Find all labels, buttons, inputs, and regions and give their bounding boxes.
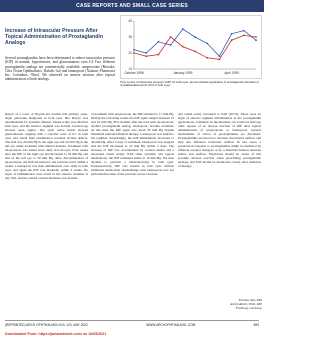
data-point: [242, 29, 245, 32]
data-point: [169, 36, 172, 38]
data-point: [255, 36, 257, 38]
journal-url: WWW.ARCHOPHTHALMOL.COM: [146, 323, 196, 327]
page-number: 699: [253, 323, 259, 327]
location: Freiburg, Germany: [235, 306, 262, 311]
article-title: Increase of Intraocular Pressure After T…: [5, 28, 103, 47]
body-column: Report of a Case. A 58-year-old woman ha…: [5, 112, 88, 180]
journal-info: (REPRINTED) ARCH OPHTHALMOL/VOL 120, MAY…: [5, 323, 88, 327]
data-point: [181, 45, 184, 48]
data-point: [145, 55, 148, 58]
data-point: [157, 53, 160, 56]
x-tick-label: January 1999: [173, 71, 193, 75]
page-footer: (REPRINTED) ARCH OPHTHALMOL/VOL 120, MAY…: [5, 320, 259, 327]
signature: Thomas Yeo, MD Armin Reich, PhD, MD Frei…: [204, 298, 262, 311]
y-tick-label: 10: [128, 67, 132, 71]
data-point: [157, 40, 160, 43]
y-tick-label: 30: [128, 35, 132, 39]
download-note: Downloaded From: https://jamanetwork.com…: [5, 332, 107, 336]
data-point: [255, 39, 257, 42]
author: Thomas Yeo, MD: [238, 298, 262, 302]
x-tick-label: October 1998: [124, 71, 144, 75]
data-point: [194, 36, 196, 38]
data-point: [206, 42, 209, 45]
section-header: CASE REPORTS AND SMALL CASE SERIES: [0, 0, 264, 12]
data-point: [169, 44, 172, 46]
body-column: of treatment with unoprostone, the IOP r…: [91, 112, 174, 176]
data-point: [242, 34, 245, 37]
data-point: [230, 39, 233, 42]
data-point: [133, 48, 135, 51]
figure-chart: 10 20 30 40 October 1998 January 1999 April 19…: [120, 15, 262, 79]
figure-caption: Time course of intraocular pressure (IOP…: [120, 81, 260, 88]
data-point: [218, 58, 221, 61]
author: Armin Reich, PhD, MD: [230, 302, 262, 307]
data-point: [133, 52, 135, 54]
data-point: [181, 28, 184, 30]
intro-text: Several prostaglandins have been determi…: [5, 56, 115, 82]
x-tick-label: April 1999: [224, 71, 239, 75]
data-point: [218, 55, 221, 58]
page: {"header": "CASE REPORTS AND SMALL CASE …: [0, 0, 264, 336]
data-point: [145, 52, 148, 54]
data-point: [230, 32, 233, 35]
data-point: [206, 56, 209, 59]
y-tick-label: 20: [128, 51, 132, 55]
body-column: and visual acuity increased to 6/20 (20/…: [178, 112, 261, 168]
chart-frame: [120, 15, 262, 79]
data-point: [194, 50, 196, 53]
y-tick-label: 40: [128, 19, 132, 23]
